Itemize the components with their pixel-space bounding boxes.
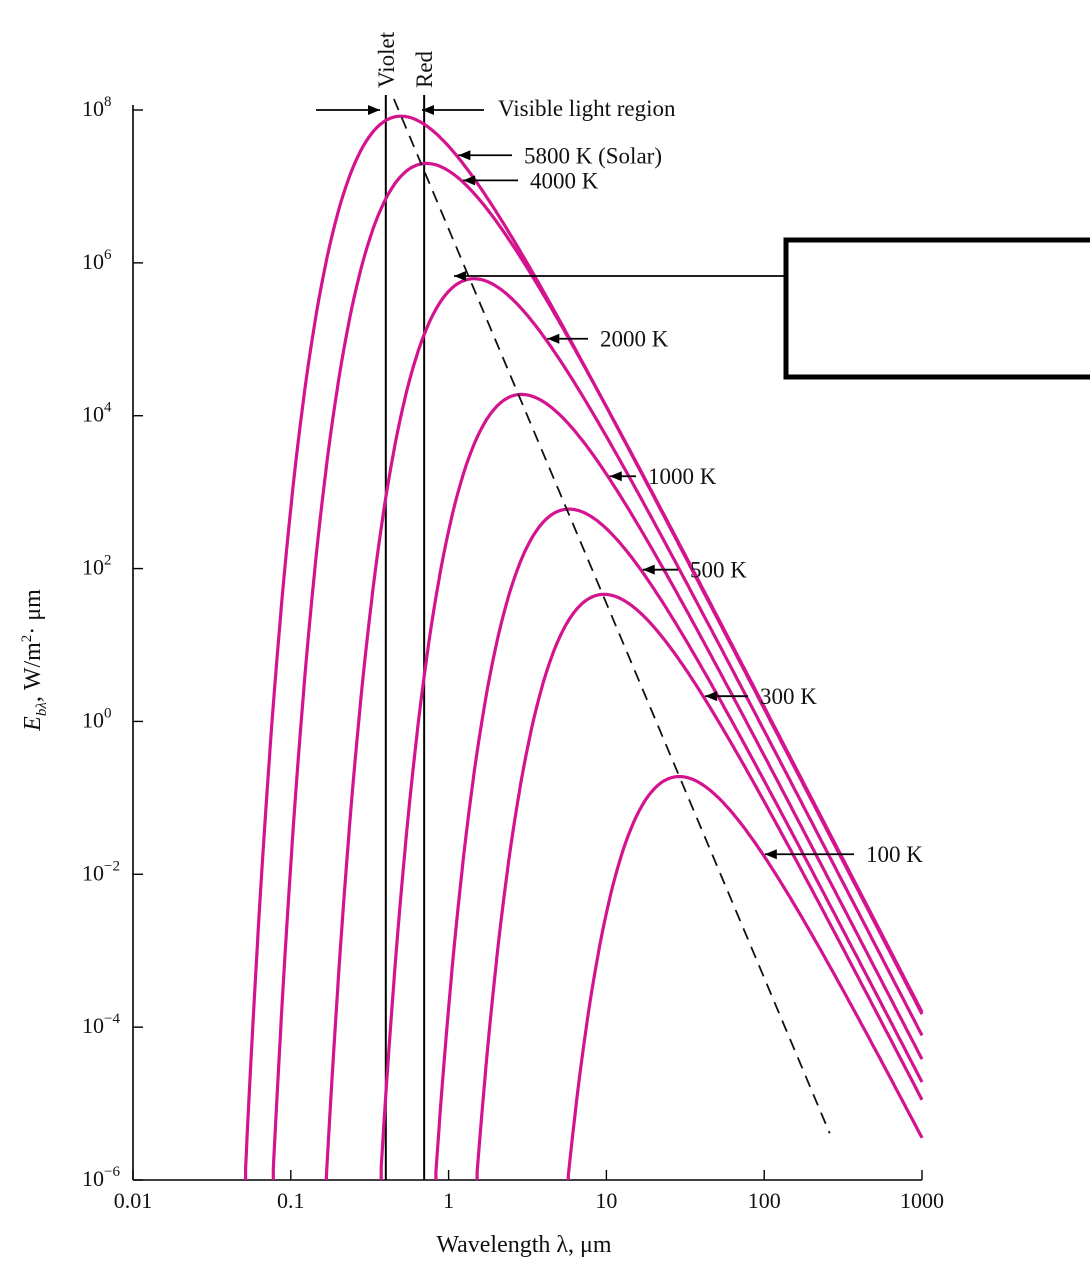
- y-tick-label: 108: [82, 94, 112, 121]
- label-arrowhead-100k: [764, 849, 777, 860]
- series-label-2000k: 2000 K: [600, 327, 669, 352]
- y-tick-label: 10−2: [82, 858, 120, 885]
- series-label-4000k: 4000 K: [530, 168, 599, 193]
- label-arrowhead-4000k: [463, 175, 476, 186]
- curves: [244, 114, 924, 1180]
- x-axis-label: Wavelength λ, μm: [436, 1232, 612, 1258]
- series-label-5800k: 5800 K (Solar): [524, 143, 662, 168]
- y-tick-label: 102: [82, 553, 112, 580]
- curve-1000k: [379, 392, 924, 1180]
- series-label-1000k: 1000 K: [648, 464, 717, 489]
- wien-pointer-arrowhead: [454, 271, 466, 281]
- visible-region-annotation: Visible light region: [316, 96, 676, 121]
- visible-region-label: Visible light region: [498, 96, 676, 121]
- y-tick-label: 106: [82, 247, 112, 274]
- series-label-300k: 300 K: [760, 684, 817, 709]
- x-tick-label: 10: [595, 1188, 617, 1213]
- series-label-100k: 100 K: [866, 842, 923, 867]
- y-axis-label: Ebλ, W/m2· μm: [19, 589, 50, 732]
- y-tick-label: 104: [82, 400, 112, 427]
- curve-100k: [566, 775, 924, 1180]
- ref-label-violet: Violet: [374, 31, 399, 88]
- visible-region-lines: Violet Red: [374, 31, 437, 1180]
- y-tick-label: 10−4: [82, 1011, 120, 1038]
- x-tick-label: 0.1: [277, 1188, 305, 1213]
- series-label-500k: 500 K: [690, 558, 747, 583]
- visible-left-arrowhead: [368, 105, 380, 115]
- y-tick-label: 10−6: [82, 1164, 120, 1191]
- label-arrowhead-5800k: [458, 150, 471, 161]
- curve-500k: [434, 507, 924, 1180]
- wien-displacement-line: [393, 98, 831, 1134]
- wien-pointer: [454, 271, 800, 281]
- label-arrowhead-2000k: [547, 333, 560, 344]
- x-tick-label: 0.01: [114, 1188, 153, 1213]
- axes: [132, 105, 922, 1181]
- x-tick-label: 1000: [900, 1188, 944, 1213]
- curve-2000k: [324, 277, 924, 1180]
- x-ticks: 0.01 0.1 1 10 100 1000: [114, 1170, 944, 1213]
- curve-4000k: [271, 161, 924, 1180]
- y-tick-label: 100: [82, 705, 112, 732]
- label-arrowhead-300k: [705, 691, 718, 702]
- blank-annotation-box: [783, 237, 1090, 380]
- x-tick-label: 1: [443, 1188, 454, 1213]
- series-labels: 5800 K (Solar)4000 K 2000 K 1000 K 500 K 300…: [458, 143, 923, 867]
- label-arrowhead-500k: [642, 564, 655, 575]
- label-arrowhead-1000k: [609, 471, 622, 482]
- x-tick-label: 100: [748, 1188, 781, 1213]
- y-ticks: 108 106 104 102 100 10−2 10−4 10−6: [82, 94, 143, 1191]
- visible-right-arrowhead: [422, 105, 434, 115]
- curve-300k: [475, 592, 924, 1180]
- ref-label-red: Red: [412, 50, 437, 88]
